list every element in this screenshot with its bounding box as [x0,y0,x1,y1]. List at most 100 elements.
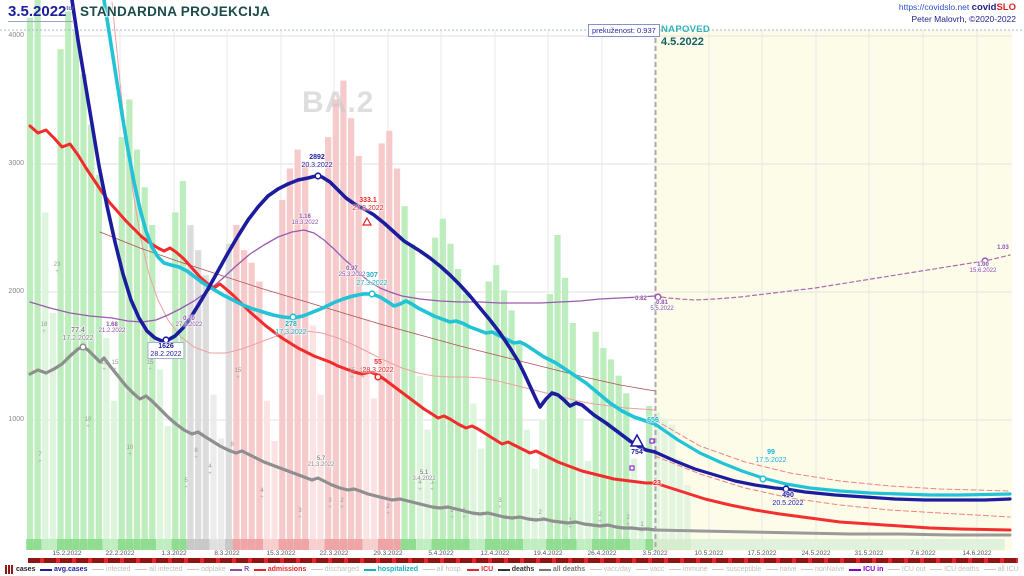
legend-item-all-deaths[interactable]: all deaths [538,566,585,573]
case-bar [309,325,316,539]
data-point-label: 1.68 21.2.2022 [98,322,126,335]
x-axis-label: 17.5.2022 [747,550,777,557]
case-bar [669,424,676,539]
plus-marker: + [386,511,390,517]
case-bar [88,124,95,539]
y-axis-label: 1000 [8,416,24,423]
trend-cell [102,539,111,550]
legend-item-cases[interactable]: cases [5,565,35,574]
x-axis-label: 22.2.2022 [105,550,135,557]
trend-cell [775,539,783,550]
case-bar [585,461,592,539]
trend-cell [454,539,462,550]
case-bar [248,262,255,539]
legend-item-icu-in[interactable]: ICU in [849,566,883,573]
trend-cell [546,539,554,550]
legend-item-avg-cases[interactable]: avg.cases [40,566,87,573]
legend-item-hospitalized[interactable]: hospitalized [363,566,418,573]
case-bar [164,426,171,539]
case-bar [80,74,87,540]
icu-in-marker [649,438,655,444]
case-bar [676,458,683,539]
case-bar [72,30,79,540]
case-bar [600,348,607,539]
trend-cell [140,539,149,550]
legend-line-swatch [40,568,52,571]
legend-item-naive[interactable]: naive [765,566,797,573]
trend-cell [286,539,294,550]
trend-cell [492,539,501,550]
daily-count-label: 15 [349,368,356,374]
trend-cell [293,539,302,550]
case-bar [386,130,393,540]
plus-marker: + [148,367,152,373]
line-deaths [28,345,657,532]
legend-line-swatch [538,568,551,571]
legend-line-swatch [589,569,602,570]
legend-item-susceptible[interactable]: susceptible [712,566,761,573]
case-bar [577,418,584,539]
legend-item-icu-out[interactable]: ICU out [887,566,926,573]
trend-cell [660,539,669,550]
legend-item-label: susceptible [726,566,762,573]
trend-cell [332,539,340,550]
legend-item-all-icu[interactable]: all ICU [983,566,1019,573]
point-marker [289,313,297,321]
legend-item-label: immune [682,566,708,573]
plus-marker: + [350,375,354,381]
trend-cell [278,539,287,550]
legend-item-immune[interactable]: immune [668,566,708,573]
plus-marker: + [568,525,572,531]
case-bar [523,429,530,539]
case-bar [363,319,370,539]
trend-cell [110,539,118,550]
daily-count-label: 8 [194,448,198,454]
data-point-label: 23 [653,480,661,487]
trend-cell [798,539,806,550]
case-bar [439,218,446,539]
legend-item-admissions[interactable]: admissions [253,566,306,573]
legend-item-label: vacc/day [603,566,632,573]
legend-item-nonnaive[interactable]: nonNaive [801,566,845,573]
trend-cell [217,539,225,550]
trend-cell [783,539,791,550]
point-marker [782,485,790,493]
trend-cell [584,539,592,550]
trend-cell [951,539,959,550]
trend-cell [64,539,72,550]
legend-item-discharged[interactable]: discharged [310,566,359,573]
legend-item-icu[interactable]: ICU [467,566,493,573]
legend-line-swatch [363,568,376,571]
point-marker [79,343,87,351]
trend-cell [874,539,883,550]
legend-item-icu-deaths[interactable]: ICU deaths [930,566,979,573]
legend-item-r[interactable]: R [230,566,249,573]
legend-item-odplake[interactable]: odplake [187,566,226,573]
legend-item-all-infected[interactable]: all infected [135,566,183,573]
plus-marker: + [208,471,212,477]
legend-item-deaths[interactable]: deaths [497,566,534,573]
legend-item-vacc-day[interactable]: vacc/day [589,566,632,573]
x-axis-label: 1.3.2022 [161,550,187,557]
legend-item-vacc[interactable]: vacc [635,566,664,573]
legend-line-swatch [635,569,648,570]
case-bar [470,403,477,539]
data-point-label: 2892 20.3.2022 [301,154,333,169]
case-bar [156,369,164,539]
trend-cell [821,539,829,550]
trend-cell [194,539,202,550]
legend-item-infected[interactable]: infected [92,566,131,573]
data-point-label: 99 17.5.2022 [755,449,787,464]
plus-marker: + [626,522,630,528]
data-point-label: 754 [631,449,643,456]
legend-item-all-hosp-[interactable]: all hosp. [422,566,463,573]
case-bar [478,448,485,539]
case-bar [195,250,202,539]
case-bar [623,393,630,539]
trend-cell [263,539,271,550]
y-axis-label: 3000 [8,160,24,167]
case-bar [263,400,271,539]
case-bar [493,265,500,539]
site-url[interactable]: https://covidslo.net [898,2,970,12]
